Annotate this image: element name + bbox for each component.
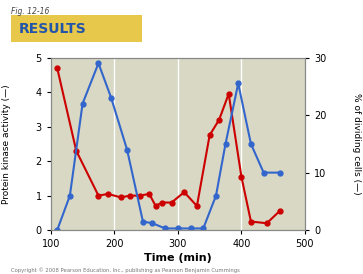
Text: RESULTS: RESULTS <box>19 22 86 36</box>
Text: Protein kinase activity (—): Protein kinase activity (—) <box>2 84 11 204</box>
Text: % of dividing cells (—): % of dividing cells (—) <box>352 93 361 195</box>
Text: Copyright © 2008 Pearson Education, Inc., publishing as Pearson Benjamin Cumming: Copyright © 2008 Pearson Education, Inc.… <box>11 267 240 273</box>
X-axis label: Time (min): Time (min) <box>144 253 212 263</box>
Text: Fig. 12-16: Fig. 12-16 <box>11 7 49 16</box>
